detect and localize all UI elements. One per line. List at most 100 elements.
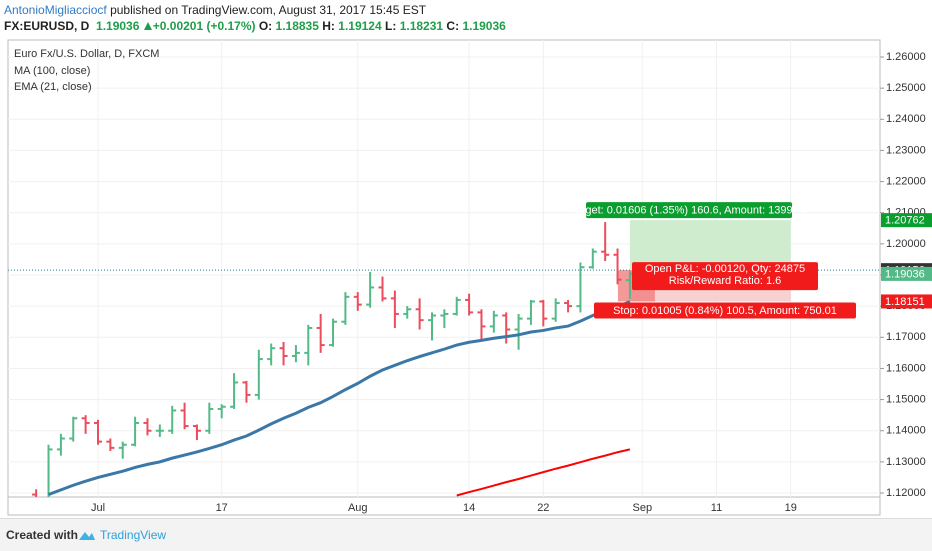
ohlc-label: H: [322, 19, 335, 33]
labels: 1.12000 1.13000 1.14000 1.15000 1.16000 1.170… [91, 51, 932, 514]
y-tick-label: 1.25000 [886, 82, 926, 94]
indicator-line [47, 300, 631, 496]
y-tick-label: 1.22000 [886, 175, 926, 187]
ohlc-bar [514, 313, 523, 350]
published: published on TradingView.com, August 31,… [110, 3, 427, 17]
ohlc-bar [576, 262, 585, 313]
y-tick-label: 1.23000 [886, 144, 926, 156]
stop-label-box [594, 302, 856, 319]
ohlc-bar [143, 418, 152, 436]
ohlc-bar [378, 276, 387, 302]
ohlc-bar [180, 402, 189, 430]
ohlc-value: 1.19036 [462, 19, 506, 33]
price-tag [881, 294, 932, 309]
ohlc-bar [47, 444, 53, 497]
x-tick-label: 11 [711, 502, 722, 514]
ohlc-bar [205, 402, 214, 434]
ratio-label: Risk/Reward Ratio: 1.6 [669, 275, 782, 287]
change: +0.00201 (+0.17%) [152, 19, 256, 33]
ohlc-bar [155, 424, 164, 437]
ohlc-bar [267, 343, 276, 366]
ohlc-bar [254, 349, 263, 400]
ohlc-bar [131, 416, 140, 447]
x-tick-label: Aug [348, 502, 368, 514]
ohlc-bar [366, 271, 375, 308]
y-tick-label: 1.24000 [886, 113, 926, 125]
x-tick-label: 17 [216, 502, 228, 514]
x-tick-label: 19 [785, 502, 797, 514]
last: 1.19036 [96, 19, 140, 33]
brand-logo [79, 532, 95, 540]
price-tag-label: 1.20762 [885, 215, 925, 227]
y-tick-label: 1.26000 [886, 51, 926, 63]
symbol: FX:EURUSD, D [4, 19, 90, 33]
ohlc-bar [440, 309, 449, 328]
ohlc-bar [390, 290, 399, 328]
ohlc-value: 1.18231 [399, 19, 444, 33]
profit-zone [629, 220, 791, 271]
chart: 1.12000 1.13000 1.14000 1.15000 1.16000 1.170… [7, 39, 932, 516]
ohlc-bar [69, 416, 78, 442]
header: AntonioMigliacciocf published on Trading… [4, 2, 506, 34]
ohlc-bar [329, 318, 338, 347]
ohlc-value: 1.18835 [275, 19, 319, 33]
author[interactable]: AntonioMigliacciocf [4, 3, 107, 17]
ohlc-bar [106, 438, 115, 451]
legend-entry: EMA (21, close) [14, 81, 92, 93]
ohlc-bar [613, 248, 622, 285]
target-label-box [586, 202, 792, 219]
target-label: Target: 0.01606 (1.35%) 160.6, Amount: 1… [570, 205, 808, 217]
ohlc-bar [192, 424, 201, 441]
ohlc-bar [242, 380, 251, 403]
indicator-line [456, 448, 631, 497]
y-tick-label: 1.14000 [886, 425, 926, 437]
ohlc-bar [502, 312, 511, 344]
ohlc-bar [279, 341, 288, 366]
ohlc-bar [118, 441, 127, 459]
y-tick-label: 1.13000 [886, 456, 926, 468]
ohlc-bar [452, 296, 461, 316]
ohlc-label: C: [446, 19, 460, 33]
ohlc-bar [316, 313, 325, 353]
ohlc-bar [539, 299, 548, 327]
publish-line: AntonioMigliacciocf published on Trading… [4, 2, 506, 18]
price-tag [881, 266, 932, 281]
ohlc-bar [477, 309, 486, 341]
footer: Created with TradingView [0, 518, 932, 551]
ohlc-bar [526, 299, 535, 325]
up-arrow [143, 22, 152, 30]
legend-entry: MA (100, close) [14, 65, 90, 77]
y-tick-label: 1.16000 [886, 362, 926, 374]
created-with: Created with [6, 528, 79, 542]
ohlc-bar [304, 324, 313, 366]
pnl-label: Open P&L: -0.00120, Qty: 24875 [645, 263, 805, 275]
ohlc-bar [217, 404, 226, 419]
ohlc-bar [94, 419, 102, 445]
y-tick-label: 1.15000 [886, 393, 926, 405]
ohlc-bar [32, 489, 38, 497]
ohlc-bar [427, 312, 436, 341]
y-tick-label: 1.12000 [886, 487, 926, 499]
stop-label: Stop: 0.01005 (0.84%) 100.5, Amount: 750… [613, 305, 837, 317]
chart-title: Euro Fx/U.S. Dollar, D, FXCM [14, 48, 159, 60]
ohlc-bar [56, 433, 65, 456]
ohlc-bar [415, 298, 424, 330]
ohlc-bar [341, 292, 350, 325]
price-tag-label: 1.18151 [885, 296, 925, 308]
price-tag-label: 1.19036 [885, 268, 925, 280]
y-tick-label: 1.20000 [886, 238, 926, 250]
quote-line: FX:EURUSD, D 1.19036 +0.00201 (+0.17%) O… [4, 18, 506, 34]
ohlc-label: L: [385, 19, 397, 33]
ohlc-bar [353, 292, 362, 311]
ohlc-bar [403, 306, 412, 319]
ohlc: O: 1.18835 H: 1.19124 L: 1.18231 C: 1.19… [256, 19, 506, 33]
price-tag [881, 213, 932, 228]
pnl-box [632, 262, 818, 291]
ohlc-bar [230, 373, 239, 409]
x-tick-label: Sep [632, 502, 652, 514]
ohlc-bar [489, 310, 498, 333]
x-tick-label: 22 [537, 502, 549, 514]
x-tick-label: Jul [91, 502, 105, 514]
brand[interactable]: TradingView [100, 528, 167, 542]
ohlc-value: 1.19124 [338, 19, 382, 33]
